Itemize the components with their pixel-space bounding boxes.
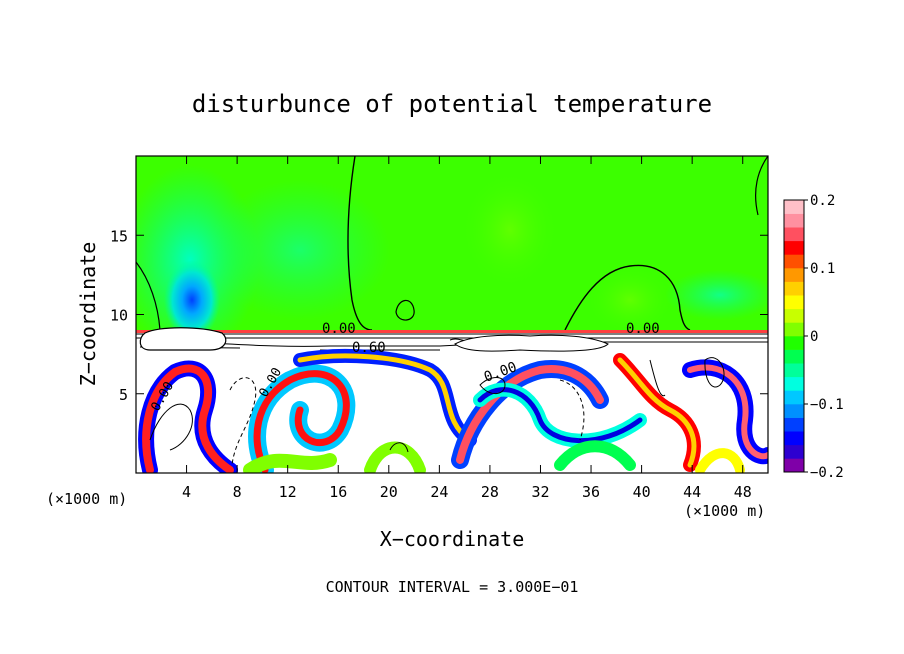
x-tick-label: 24 <box>430 483 448 501</box>
colorbar-swatch <box>784 404 804 418</box>
x-axis-label: X−coordinate <box>380 527 525 551</box>
interface-band <box>136 330 768 333</box>
colorbar-swatch <box>784 240 804 255</box>
upper-anomaly-high-2 <box>585 265 675 335</box>
x-tick-label: 4 <box>182 483 191 501</box>
y-axis: 5 10 15 <box>110 227 768 404</box>
colorbar-swatch <box>784 254 804 269</box>
colorbar-swatch <box>784 363 804 378</box>
contour-label-1: 0.00 <box>322 321 356 337</box>
contour-interval-footer: CONTOUR INTERVAL = 3.000E−01 <box>326 578 579 596</box>
colorbar-swatch <box>784 322 804 337</box>
contour-upper-3 <box>564 264 691 331</box>
x-unit-right: (×1000 m) <box>684 502 765 520</box>
colorbar-swatch <box>784 308 804 323</box>
colorbar-swatch <box>784 417 804 432</box>
colorbar-swatch <box>784 268 804 282</box>
colorbar-swatch <box>784 390 804 405</box>
x-tick-label: 48 <box>734 483 752 501</box>
colorbar-swatch <box>784 349 804 364</box>
colorbar-swatch <box>784 458 804 473</box>
colorbar-swatch <box>784 336 804 350</box>
y-axis-label: Z−coordinate <box>76 242 100 387</box>
colorbar: 0.2 0.1 0 −0.1 −0.2 <box>783 193 844 481</box>
x-axis: 4 8 12 16 20 24 28 32 36 40 44 48 <box>182 156 752 501</box>
colorbar-tick-label: 0.2 <box>810 193 835 209</box>
contour-upper-5 <box>755 156 768 216</box>
x-tick-label: 32 <box>531 483 549 501</box>
x-tick-label: 44 <box>683 483 701 501</box>
contour-labels: 0.00 0.60 0.00 0.00 0.00 0.00 <box>148 321 659 414</box>
colorbar-swatch <box>784 213 804 228</box>
colorbar-tick-label: 0.1 <box>810 261 835 277</box>
lower-swirls <box>138 348 768 473</box>
colorbar-tick-label: 0 <box>810 329 818 345</box>
colorbar-tick-label: −0.1 <box>810 397 844 413</box>
colorbar-swatch <box>784 376 804 391</box>
interface-blob-mid <box>454 334 609 352</box>
colorbar-swatch <box>784 295 804 310</box>
y-tick-label: 15 <box>110 227 128 245</box>
contour-upper-4 <box>395 299 415 321</box>
upper-anomaly-core <box>164 260 220 340</box>
x-tick-label: 36 <box>582 483 600 501</box>
x-tick-label: 12 <box>279 483 297 501</box>
contour-label-2: 0.60 <box>352 340 386 356</box>
y-tick-label: 10 <box>110 307 128 325</box>
chart-title: disturbunce of potential temperature <box>192 90 712 118</box>
x-unit-left: (×1000 m) <box>46 490 127 508</box>
colorbar-swatch <box>784 200 804 214</box>
contour-label-3: 0.00 <box>626 321 660 337</box>
y-tick-label: 5 <box>119 386 128 404</box>
lower-contours <box>149 357 725 466</box>
upper-anomaly-mid <box>210 180 390 320</box>
upper-anomaly-high <box>460 170 560 290</box>
colorbar-swatch <box>784 431 804 446</box>
colorbar-swatch <box>784 444 804 459</box>
colorbar-swatch <box>784 227 804 242</box>
interface-blob-left <box>139 327 227 351</box>
contour-upper-2 <box>136 261 161 331</box>
x-tick-label: 16 <box>329 483 347 501</box>
x-tick-label: 20 <box>380 483 398 501</box>
x-tick-label: 28 <box>481 483 499 501</box>
contour-upper-1 <box>347 156 373 331</box>
x-tick-label: 8 <box>233 483 242 501</box>
upper-anomaly-cyan-2 <box>665 270 768 320</box>
interface-white <box>136 333 768 353</box>
x-tick-label: 40 <box>633 483 651 501</box>
colorbar-tick-label: −0.2 <box>810 465 844 481</box>
plot-area <box>136 156 768 473</box>
colorbar-swatch <box>784 281 804 296</box>
